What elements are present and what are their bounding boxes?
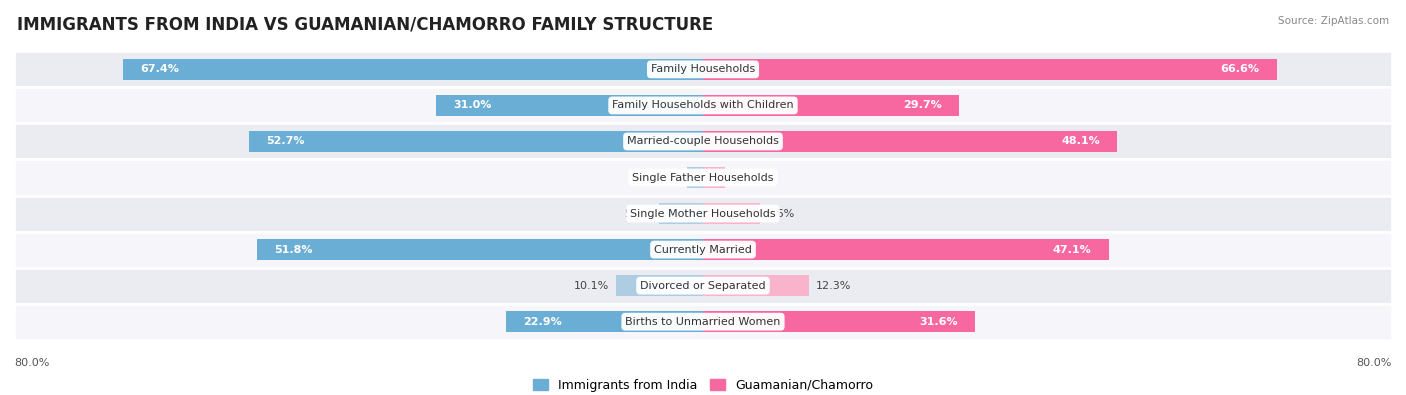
Bar bbox=[14, 87, 1392, 124]
Text: 12.3%: 12.3% bbox=[815, 280, 851, 291]
Text: Divorced or Separated: Divorced or Separated bbox=[640, 280, 766, 291]
Bar bbox=[14, 160, 1392, 196]
Text: 5.1%: 5.1% bbox=[624, 209, 652, 218]
Bar bbox=[14, 51, 1392, 87]
Text: 80.0%: 80.0% bbox=[14, 358, 49, 368]
Bar bbox=[257, 239, 703, 260]
Bar bbox=[249, 131, 703, 152]
Bar bbox=[703, 203, 759, 224]
Bar bbox=[14, 196, 1392, 231]
Bar bbox=[703, 131, 1118, 152]
Bar bbox=[14, 124, 1392, 160]
Bar bbox=[506, 311, 703, 332]
Bar bbox=[703, 167, 725, 188]
Text: Single Father Households: Single Father Households bbox=[633, 173, 773, 182]
Text: 31.6%: 31.6% bbox=[920, 317, 957, 327]
Text: 66.6%: 66.6% bbox=[1220, 64, 1260, 74]
Text: 10.1%: 10.1% bbox=[574, 280, 609, 291]
Text: 1.9%: 1.9% bbox=[651, 173, 679, 182]
Text: 47.1%: 47.1% bbox=[1053, 245, 1091, 255]
Text: 31.0%: 31.0% bbox=[453, 100, 492, 111]
Bar bbox=[703, 275, 808, 296]
Text: 6.6%: 6.6% bbox=[766, 209, 794, 218]
Bar bbox=[436, 95, 703, 116]
Text: 67.4%: 67.4% bbox=[139, 64, 179, 74]
Text: Births to Unmarried Women: Births to Unmarried Women bbox=[626, 317, 780, 327]
Bar bbox=[616, 275, 703, 296]
Text: 51.8%: 51.8% bbox=[274, 245, 312, 255]
Bar bbox=[14, 231, 1392, 268]
Text: 2.6%: 2.6% bbox=[733, 173, 761, 182]
Bar bbox=[659, 203, 703, 224]
Text: Single Mother Households: Single Mother Households bbox=[630, 209, 776, 218]
Text: 52.7%: 52.7% bbox=[266, 136, 305, 147]
Text: 22.9%: 22.9% bbox=[523, 317, 562, 327]
Text: Family Households: Family Households bbox=[651, 64, 755, 74]
Text: Currently Married: Currently Married bbox=[654, 245, 752, 255]
Text: 48.1%: 48.1% bbox=[1062, 136, 1099, 147]
Text: Married-couple Households: Married-couple Households bbox=[627, 136, 779, 147]
Bar bbox=[703, 239, 1108, 260]
Text: Family Households with Children: Family Households with Children bbox=[612, 100, 794, 111]
Text: IMMIGRANTS FROM INDIA VS GUAMANIAN/CHAMORRO FAMILY STRUCTURE: IMMIGRANTS FROM INDIA VS GUAMANIAN/CHAMO… bbox=[17, 16, 713, 34]
Bar bbox=[703, 59, 1277, 80]
Bar bbox=[703, 311, 976, 332]
Bar bbox=[703, 95, 959, 116]
Bar bbox=[14, 268, 1392, 304]
Bar bbox=[14, 304, 1392, 340]
Text: 29.7%: 29.7% bbox=[903, 100, 942, 111]
Text: Source: ZipAtlas.com: Source: ZipAtlas.com bbox=[1278, 16, 1389, 26]
Bar bbox=[122, 59, 703, 80]
Bar bbox=[686, 167, 703, 188]
Text: 80.0%: 80.0% bbox=[1357, 358, 1392, 368]
Legend: Immigrants from India, Guamanian/Chamorro: Immigrants from India, Guamanian/Chamorr… bbox=[529, 374, 877, 395]
